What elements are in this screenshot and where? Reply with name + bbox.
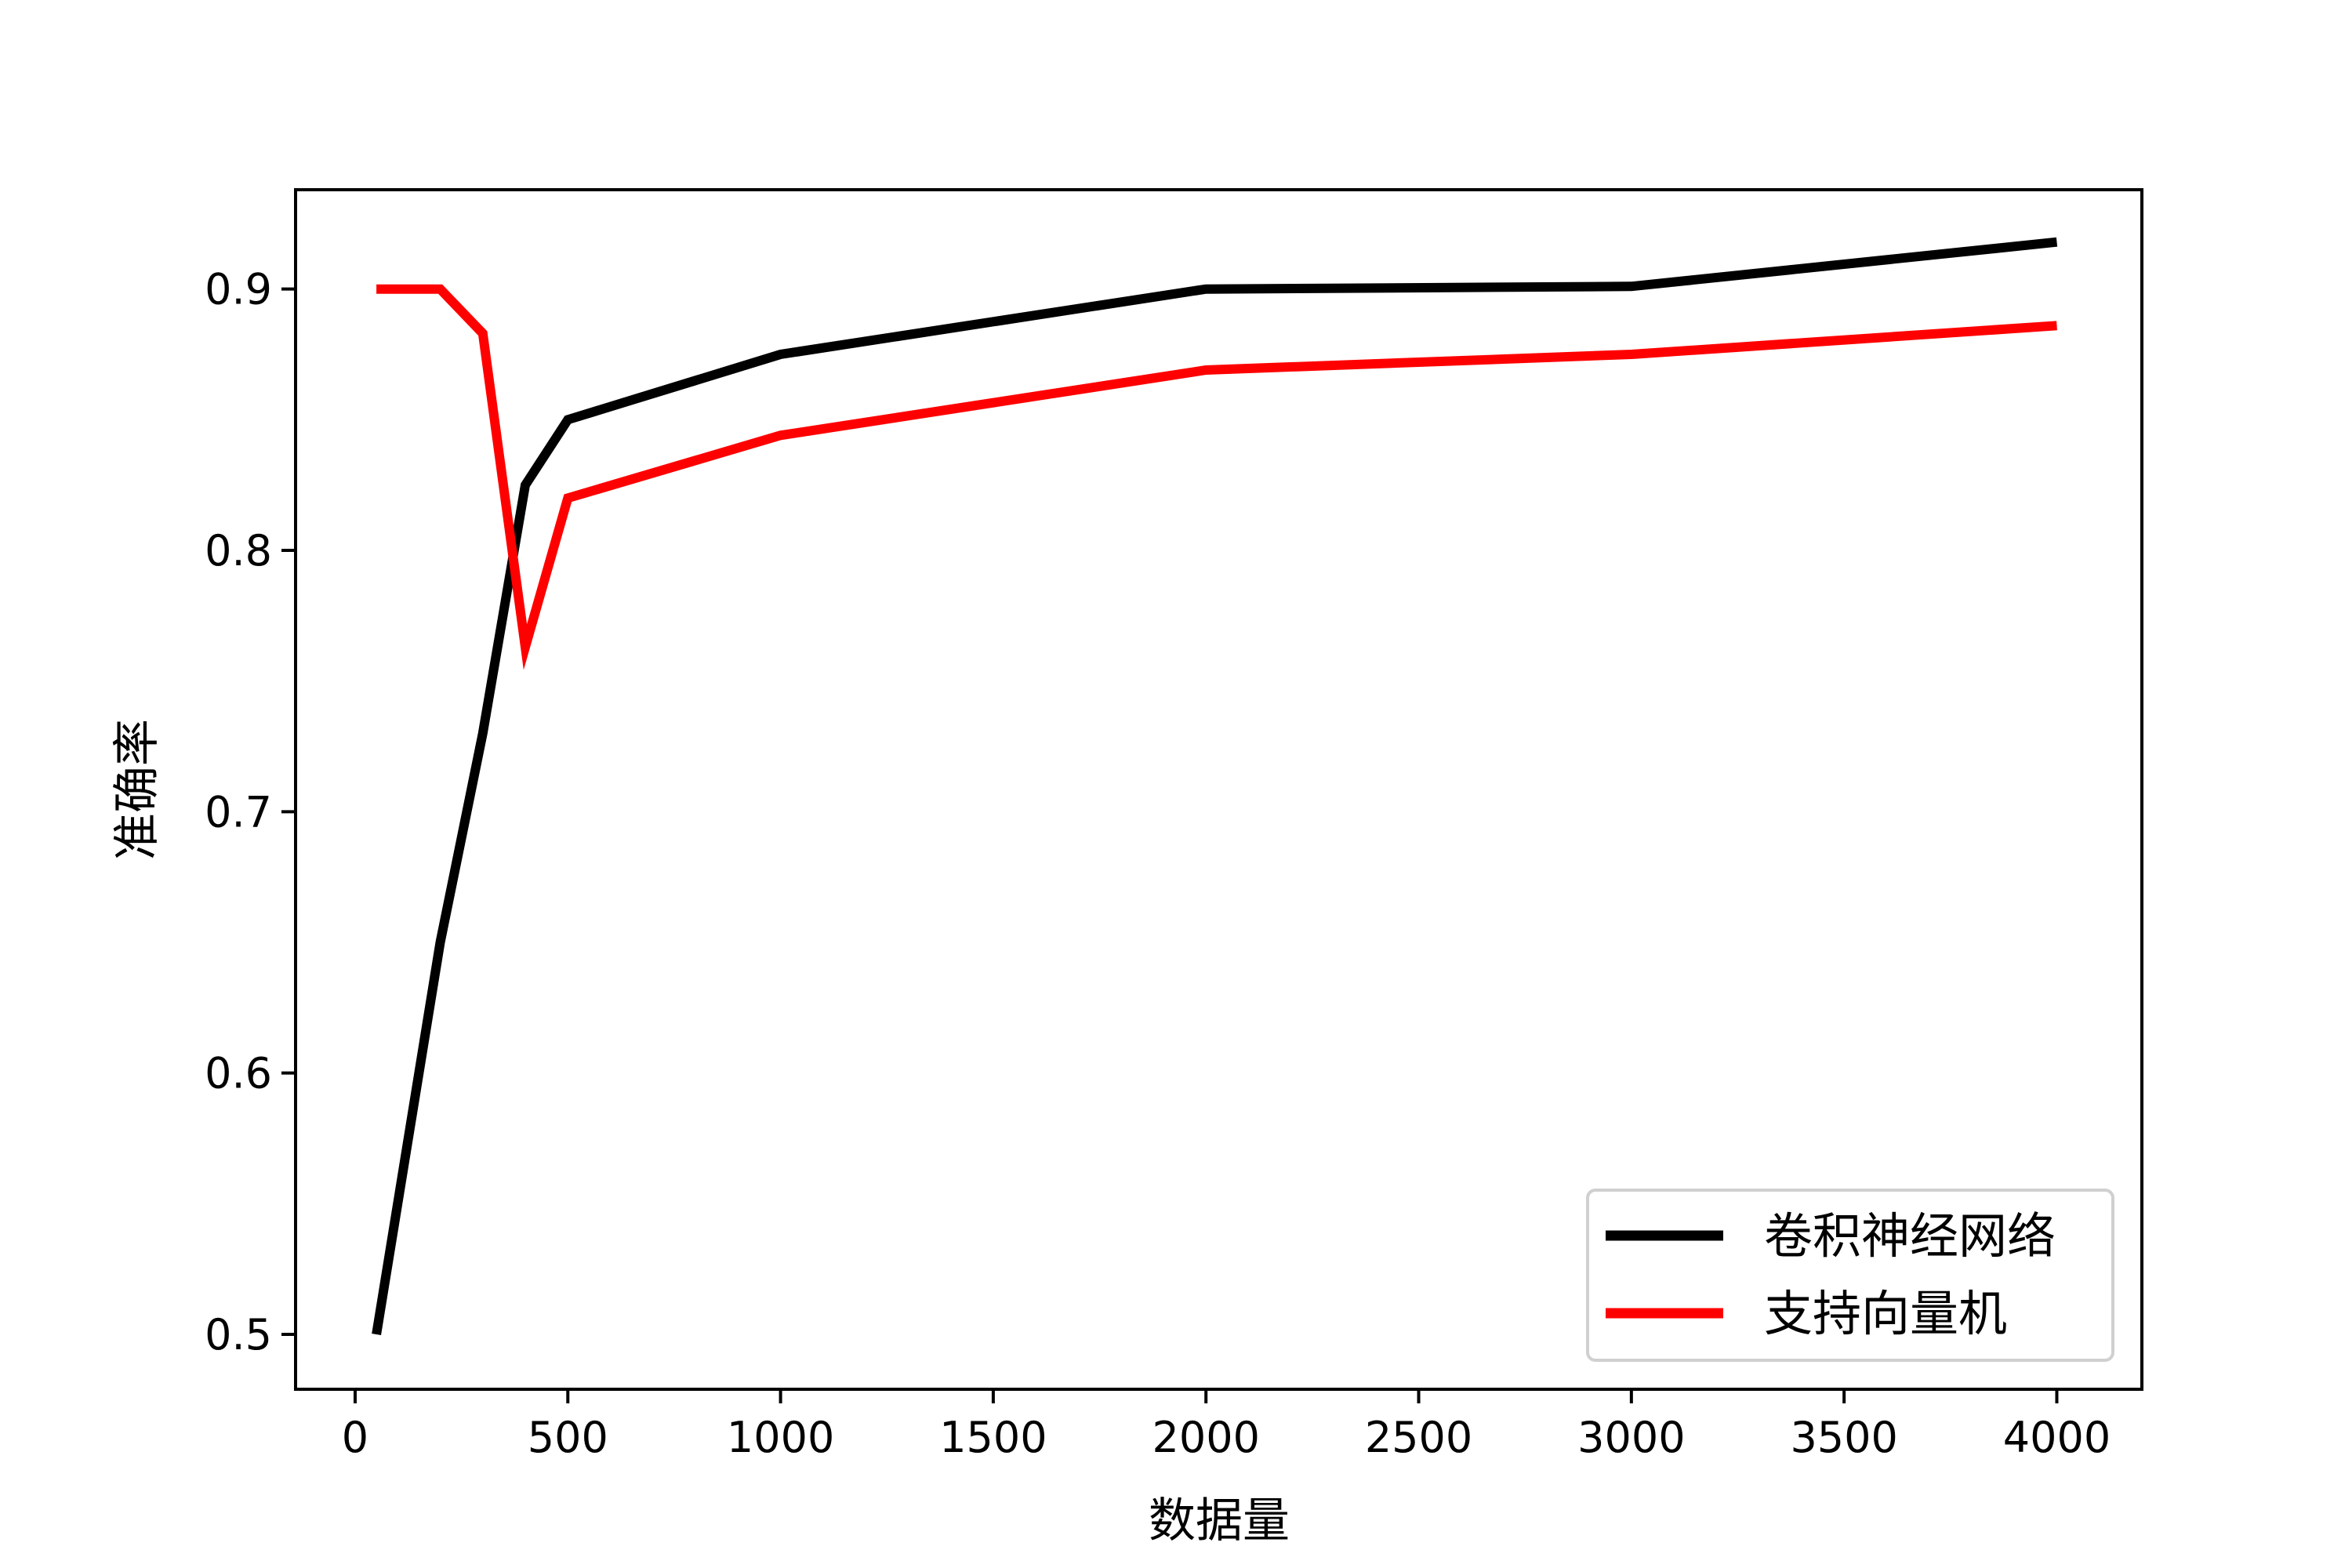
x-tick-label: 2500 bbox=[1365, 1413, 1472, 1462]
x-tick-label: 3500 bbox=[1790, 1413, 1897, 1462]
y-axis-label: 准确率 bbox=[110, 719, 165, 860]
x-tick-label: 4000 bbox=[2003, 1413, 2111, 1462]
x-tick-label: 0 bbox=[342, 1413, 368, 1462]
y-tick-label: 0.9 bbox=[205, 265, 272, 314]
series-lines bbox=[372, 237, 2058, 1335]
y-tick-label: 0.7 bbox=[205, 787, 272, 837]
legend: 卷积神经网络 支持向量机 bbox=[1586, 1189, 2114, 1362]
series-line-0 bbox=[372, 237, 2058, 1335]
x-tick-label: 1000 bbox=[727, 1413, 834, 1462]
x-tick-label: 3000 bbox=[1577, 1413, 1685, 1462]
y-tick-label: 0.5 bbox=[205, 1310, 272, 1359]
x-axis-label: 数据量 bbox=[1149, 1494, 1290, 1548]
legend-label-series-1: 支持向量机 bbox=[1764, 1285, 2007, 1342]
series-line-1 bbox=[376, 284, 2057, 670]
y-tick-label: 0.6 bbox=[205, 1049, 272, 1098]
x-tick-label: 2000 bbox=[1152, 1413, 1260, 1462]
legend-label-series-0: 卷积神经网络 bbox=[1764, 1207, 2056, 1265]
x-axis: 0 500 1000 1500 2000 2500 3000 3500 4000 bbox=[342, 1389, 2111, 1462]
x-tick-label: 1500 bbox=[939, 1413, 1047, 1462]
y-tick-label: 0.8 bbox=[205, 526, 272, 575]
y-axis: 0.5 0.6 0.7 0.8 0.9 bbox=[205, 265, 296, 1359]
x-tick-label: 500 bbox=[528, 1413, 608, 1462]
